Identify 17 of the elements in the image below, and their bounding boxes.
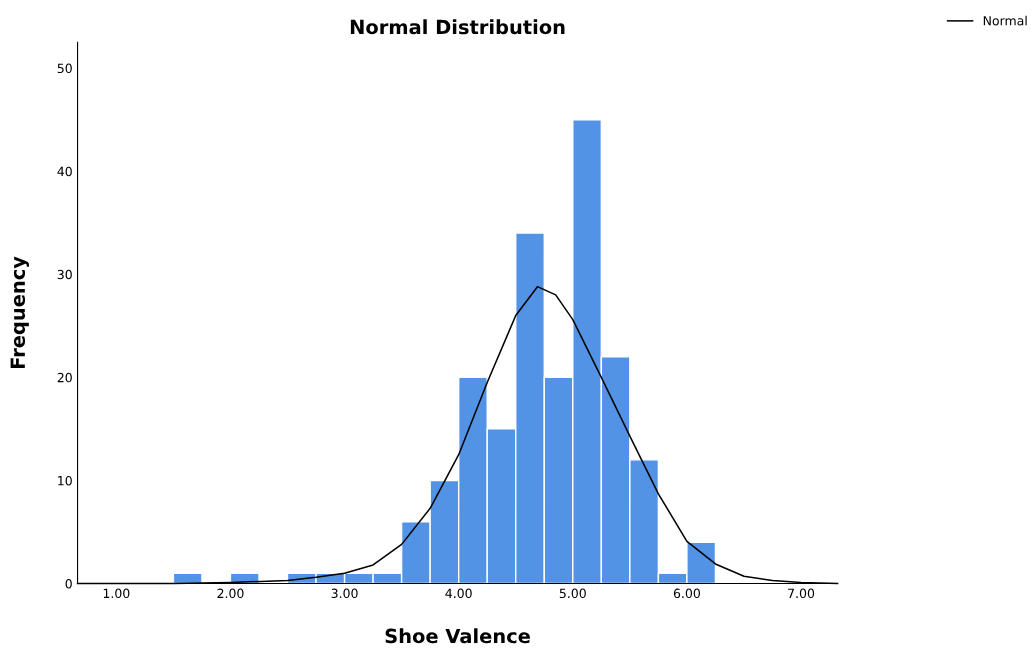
x-tick-label: 5.00 [559, 588, 586, 599]
y-tick-label: 20 [57, 372, 72, 383]
y-tick-label: 10 [58, 475, 72, 486]
y-tick-label: 0 [65, 579, 72, 589]
y-tick-label: 40 [57, 166, 72, 177]
x-tick-label: 2.00 [217, 588, 244, 599]
x-tick-label: 4.00 [445, 588, 472, 599]
y-tick-label: 30 [57, 269, 72, 280]
x-tick-label: 3.00 [331, 588, 358, 599]
x-tick-label: 7.00 [788, 588, 815, 599]
y-tick-label: 50 [57, 63, 72, 74]
x-tick-label: 6.00 [673, 588, 700, 599]
y-axis-title: Frequency [10, 256, 29, 369]
x-axis-title: Shoe Valence [385, 628, 530, 644]
chart-title: Normal Distribution [350, 19, 565, 35]
legend-label: Normal [983, 15, 1027, 26]
x-tick-label: 1.00 [103, 588, 130, 599]
